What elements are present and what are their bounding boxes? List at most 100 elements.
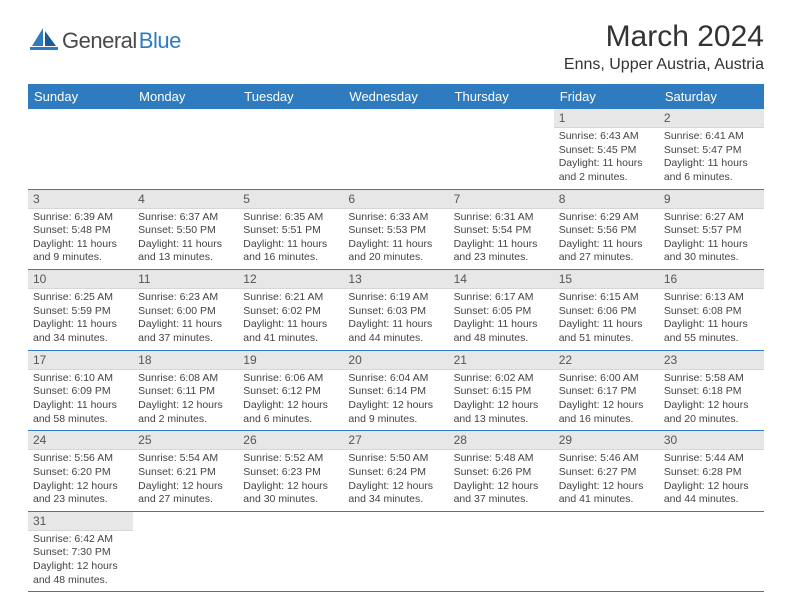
calendar-cell <box>343 109 448 189</box>
calendar-cell: 2Sunrise: 6:41 AMSunset: 5:47 PMDaylight… <box>659 109 764 189</box>
day-number: 4 <box>133 190 238 209</box>
daylight-text: Daylight: 11 hours and 23 minutes. <box>454 238 549 265</box>
sunrise-text: Sunrise: 5:50 AM <box>348 452 443 466</box>
daylight-text: Daylight: 11 hours and 34 minutes. <box>33 318 128 345</box>
day-details: Sunrise: 6:33 AMSunset: 5:53 PMDaylight:… <box>343 209 448 270</box>
day-details: Sunrise: 6:17 AMSunset: 6:05 PMDaylight:… <box>449 289 554 350</box>
page-title: March 2024 <box>564 20 764 54</box>
daylight-text: Daylight: 12 hours and 41 minutes. <box>559 480 654 507</box>
day-number: 21 <box>449 351 554 370</box>
day-details: Sunrise: 6:08 AMSunset: 6:11 PMDaylight:… <box>133 370 238 431</box>
sunset-text: Sunset: 6:24 PM <box>348 466 443 480</box>
sunrise-text: Sunrise: 6:31 AM <box>454 211 549 225</box>
calendar-cell: 12Sunrise: 6:21 AMSunset: 6:02 PMDayligh… <box>238 270 343 351</box>
calendar-cell: 3Sunrise: 6:39 AMSunset: 5:48 PMDaylight… <box>28 189 133 270</box>
brand-logo: GeneralBlue <box>28 26 181 55</box>
sunrise-text: Sunrise: 6:04 AM <box>348 372 443 386</box>
sunset-text: Sunset: 6:15 PM <box>454 385 549 399</box>
day-number: 26 <box>238 431 343 450</box>
calendar-cell: 18Sunrise: 6:08 AMSunset: 6:11 PMDayligh… <box>133 350 238 431</box>
sunset-text: Sunset: 6:26 PM <box>454 466 549 480</box>
daylight-text: Daylight: 12 hours and 34 minutes. <box>348 480 443 507</box>
calendar-cell <box>449 109 554 189</box>
sunrise-text: Sunrise: 6:17 AM <box>454 291 549 305</box>
calendar-cell: 28Sunrise: 5:48 AMSunset: 6:26 PMDayligh… <box>449 431 554 512</box>
sunset-text: Sunset: 6:00 PM <box>138 305 233 319</box>
day-details: Sunrise: 5:46 AMSunset: 6:27 PMDaylight:… <box>554 450 659 511</box>
weekday-header: Monday <box>133 84 238 109</box>
day-number: 14 <box>449 270 554 289</box>
sunrise-text: Sunrise: 5:44 AM <box>664 452 759 466</box>
sunrise-text: Sunrise: 6:15 AM <box>559 291 654 305</box>
daylight-text: Daylight: 11 hours and 27 minutes. <box>559 238 654 265</box>
sunset-text: Sunset: 6:27 PM <box>559 466 654 480</box>
calendar-cell: 1Sunrise: 6:43 AMSunset: 5:45 PMDaylight… <box>554 109 659 189</box>
daylight-text: Daylight: 12 hours and 23 minutes. <box>33 480 128 507</box>
calendar-cell: 30Sunrise: 5:44 AMSunset: 6:28 PMDayligh… <box>659 431 764 512</box>
sunrise-text: Sunrise: 6:35 AM <box>243 211 338 225</box>
calendar-cell <box>238 511 343 592</box>
weekday-header: Sunday <box>28 84 133 109</box>
calendar-cell: 11Sunrise: 6:23 AMSunset: 6:00 PMDayligh… <box>133 270 238 351</box>
calendar-cell: 14Sunrise: 6:17 AMSunset: 6:05 PMDayligh… <box>449 270 554 351</box>
calendar-table: Sunday Monday Tuesday Wednesday Thursday… <box>28 84 764 592</box>
sunrise-text: Sunrise: 6:25 AM <box>33 291 128 305</box>
sunset-text: Sunset: 6:28 PM <box>664 466 759 480</box>
day-details: Sunrise: 5:58 AMSunset: 6:18 PMDaylight:… <box>659 370 764 431</box>
sunrise-text: Sunrise: 5:58 AM <box>664 372 759 386</box>
calendar-cell: 7Sunrise: 6:31 AMSunset: 5:54 PMDaylight… <box>449 189 554 270</box>
sunset-text: Sunset: 6:06 PM <box>559 305 654 319</box>
calendar-cell: 26Sunrise: 5:52 AMSunset: 6:23 PMDayligh… <box>238 431 343 512</box>
calendar-cell: 31Sunrise: 6:42 AMSunset: 7:30 PMDayligh… <box>28 511 133 592</box>
sunrise-text: Sunrise: 6:37 AM <box>138 211 233 225</box>
daylight-text: Daylight: 12 hours and 13 minutes. <box>454 399 549 426</box>
daylight-text: Daylight: 11 hours and 51 minutes. <box>559 318 654 345</box>
sunset-text: Sunset: 5:45 PM <box>559 144 654 158</box>
sunset-text: Sunset: 6:03 PM <box>348 305 443 319</box>
day-details: Sunrise: 5:56 AMSunset: 6:20 PMDaylight:… <box>28 450 133 511</box>
day-number: 15 <box>554 270 659 289</box>
sunset-text: Sunset: 6:09 PM <box>33 385 128 399</box>
day-number: 24 <box>28 431 133 450</box>
calendar-cell <box>554 511 659 592</box>
sunrise-text: Sunrise: 6:23 AM <box>138 291 233 305</box>
sunrise-text: Sunrise: 6:29 AM <box>559 211 654 225</box>
header: GeneralBlue March 2024 Enns, Upper Austr… <box>28 20 764 82</box>
day-details: Sunrise: 6:41 AMSunset: 5:47 PMDaylight:… <box>659 128 764 189</box>
calendar-cell: 27Sunrise: 5:50 AMSunset: 6:24 PMDayligh… <box>343 431 448 512</box>
daylight-text: Daylight: 11 hours and 20 minutes. <box>348 238 443 265</box>
day-number: 3 <box>28 190 133 209</box>
sunrise-text: Sunrise: 6:06 AM <box>243 372 338 386</box>
sunset-text: Sunset: 5:51 PM <box>243 224 338 238</box>
day-number: 29 <box>554 431 659 450</box>
sunset-text: Sunset: 5:48 PM <box>33 224 128 238</box>
brand-name-part1: General <box>62 28 137 54</box>
sunrise-text: Sunrise: 6:08 AM <box>138 372 233 386</box>
day-details: Sunrise: 6:15 AMSunset: 6:06 PMDaylight:… <box>554 289 659 350</box>
calendar-cell: 8Sunrise: 6:29 AMSunset: 5:56 PMDaylight… <box>554 189 659 270</box>
sunset-text: Sunset: 7:30 PM <box>33 546 128 560</box>
day-number: 16 <box>659 270 764 289</box>
sunset-text: Sunset: 5:47 PM <box>664 144 759 158</box>
day-details: Sunrise: 6:10 AMSunset: 6:09 PMDaylight:… <box>28 370 133 431</box>
day-details: Sunrise: 6:19 AMSunset: 6:03 PMDaylight:… <box>343 289 448 350</box>
sunset-text: Sunset: 6:11 PM <box>138 385 233 399</box>
daylight-text: Daylight: 11 hours and 44 minutes. <box>348 318 443 345</box>
calendar-cell: 19Sunrise: 6:06 AMSunset: 6:12 PMDayligh… <box>238 350 343 431</box>
sunset-text: Sunset: 5:56 PM <box>559 224 654 238</box>
calendar-week-row: 10Sunrise: 6:25 AMSunset: 5:59 PMDayligh… <box>28 270 764 351</box>
calendar-cell <box>343 511 448 592</box>
day-number: 11 <box>133 270 238 289</box>
sail-icon <box>28 26 60 55</box>
calendar-cell: 22Sunrise: 6:00 AMSunset: 6:17 PMDayligh… <box>554 350 659 431</box>
calendar-week-row: 3 Sunrise: 6:39 AMSunset: 5:48 PM Daylight… <box>28 189 764 270</box>
calendar-cell: 5Sunrise: 6:35 AMSunset: 5:51 PMDaylight… <box>238 189 343 270</box>
calendar-cell: 6Sunrise: 6:33 AMSunset: 5:53 PMDaylight… <box>343 189 448 270</box>
day-details: Sunrise: 5:48 AMSunset: 6:26 PMDaylight:… <box>449 450 554 511</box>
sunrise-text: Sunrise: 6:39 AM <box>33 211 128 225</box>
day-details: Sunrise: 6:27 AMSunset: 5:57 PMDaylight:… <box>659 209 764 270</box>
day-details: Sunrise: 5:50 AMSunset: 6:24 PMDaylight:… <box>343 450 448 511</box>
day-details: Sunrise: 6:06 AMSunset: 6:12 PMDaylight:… <box>238 370 343 431</box>
day-details: Sunrise: 6:13 AMSunset: 6:08 PMDaylight:… <box>659 289 764 350</box>
daylight-text: Daylight: 11 hours and 2 minutes. <box>559 157 654 184</box>
